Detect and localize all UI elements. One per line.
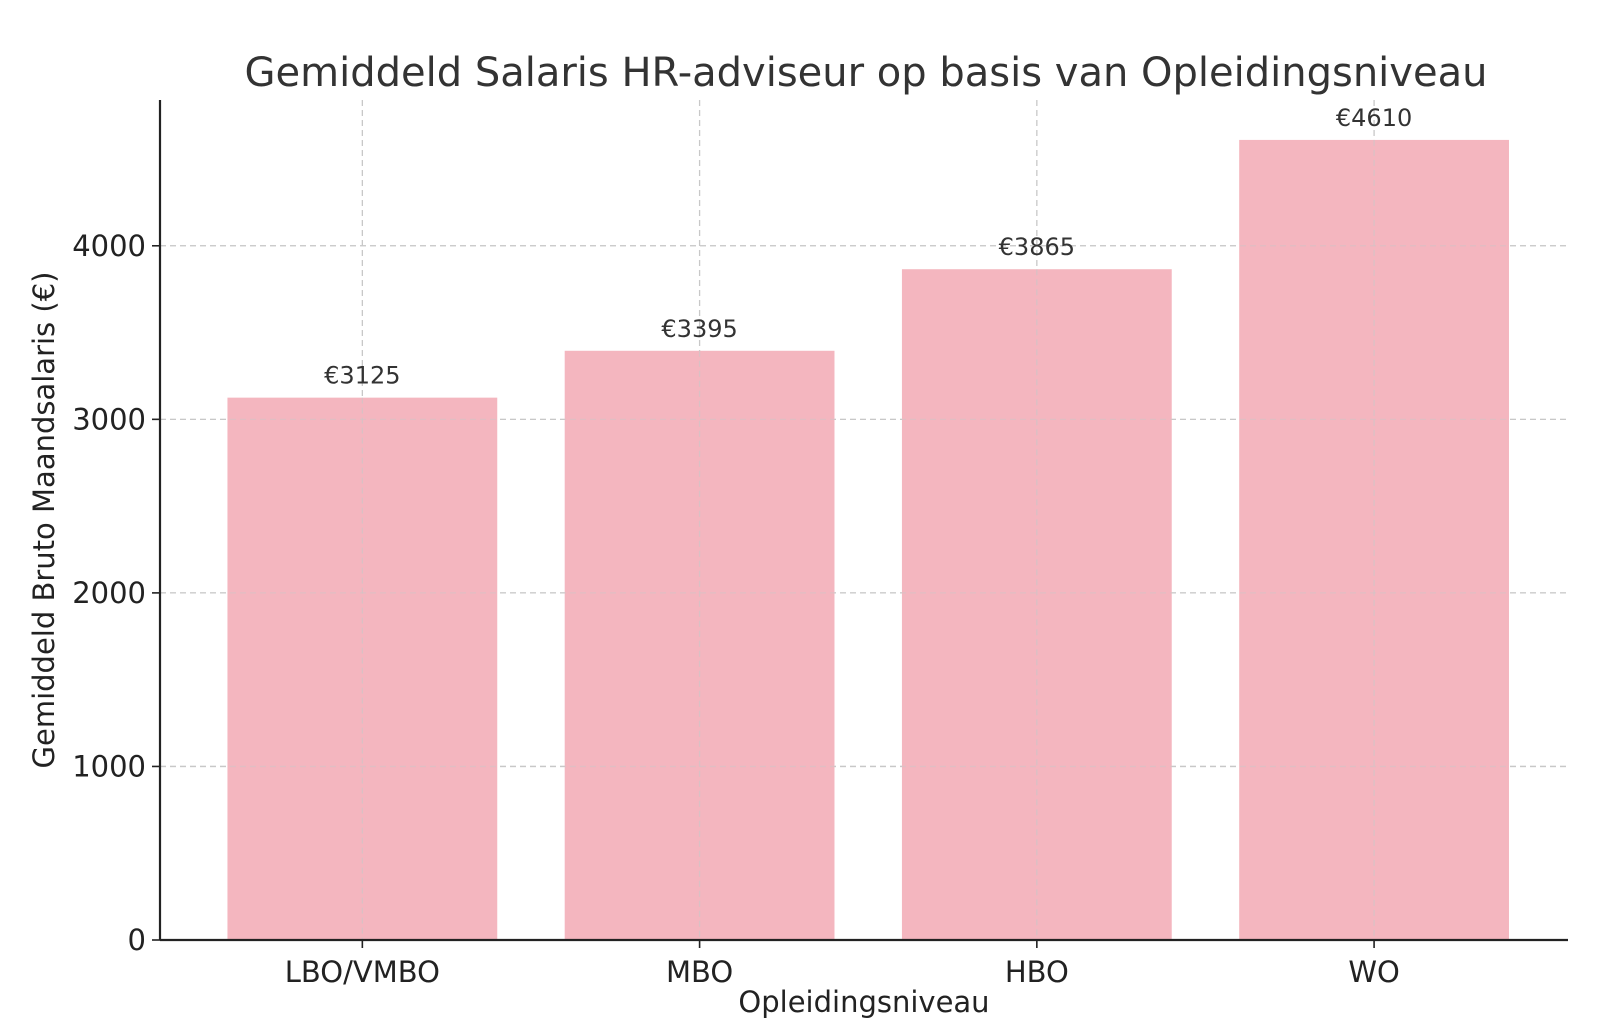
y-axis-label: Gemiddeld Bruto Maandsalaris (€) [27, 272, 61, 769]
bars-layer [160, 139, 1568, 941]
y-tick-label: 2000 [72, 576, 146, 610]
axes-layer [158, 100, 1568, 942]
data-labels-layer: €3125 €3395 €3865 €4610 [324, 104, 1412, 390]
bar-value-label: €3395 [661, 315, 737, 343]
ticks-layer: 0 1000 2000 3000 4000 LBO/VMBO MBO HBO WO [72, 229, 1400, 989]
bar-value-label: €4610 [1336, 104, 1412, 132]
x-tick-label: WO [1348, 955, 1400, 989]
bar-value-label: €3125 [324, 362, 400, 390]
y-tick-label: 4000 [72, 229, 146, 263]
chart-title: Gemiddeld Salaris HR-adviseur op basis v… [245, 50, 1488, 96]
x-axis-label: Opleidingsniveau [738, 985, 989, 1019]
y-tick-label: 0 [128, 923, 146, 957]
x-tick-label: LBO/VMBO [285, 955, 440, 989]
x-tick-label: HBO [1005, 955, 1069, 989]
y-tick-label: 1000 [72, 749, 146, 783]
y-tick-label: 3000 [72, 402, 146, 436]
bar-value-label: €3865 [999, 233, 1075, 261]
x-tick-label: MBO [666, 955, 733, 989]
